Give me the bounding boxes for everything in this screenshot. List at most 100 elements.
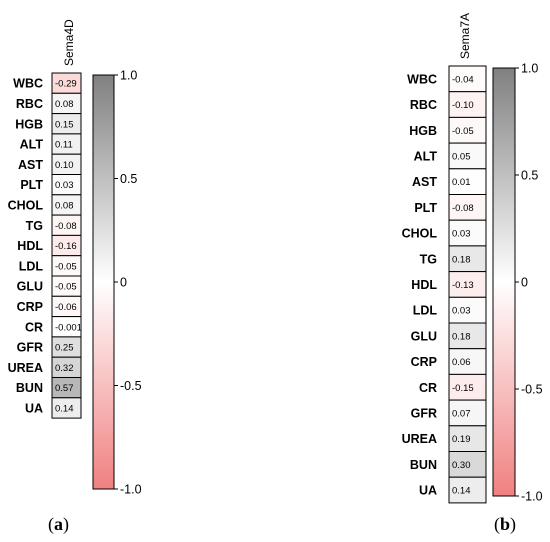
heatmap-cell <box>448 142 487 170</box>
panel-b-heatmap: Sema7A WBC -0.04 RBC -0.10 HGB -0.05 ALT 0.05 AST… <box>402 13 543 535</box>
heatmap-cell <box>448 399 487 427</box>
cell-value-label: -0.15 <box>452 383 474 394</box>
cell-value-label: 0.11 <box>55 140 73 151</box>
column-label: Sema7A <box>458 13 472 59</box>
row-label: UREA <box>402 432 437 446</box>
cell-value-label: 0.15 <box>55 119 74 130</box>
colorbar-tick-label: -1.0 <box>120 483 142 497</box>
row-label: UA <box>419 484 437 498</box>
row-label: BUN <box>410 458 437 472</box>
row-label: UA <box>25 401 43 415</box>
cell-value-label: 0.14 <box>55 403 74 414</box>
row-label: CR <box>419 381 437 395</box>
cell-value-label: -0.10 <box>452 100 474 111</box>
cell-value-label: 0.25 <box>55 343 74 354</box>
column-label: Sema4D <box>62 19 76 66</box>
heatmap-cell <box>448 219 487 247</box>
cell-value-label: -0.05 <box>55 282 77 293</box>
cell-value-label: -0.13 <box>452 280 474 291</box>
cell-value-label: -0.06 <box>55 302 77 313</box>
colorbar-tick-label: -0.5 <box>521 383 543 397</box>
row-label: UREA <box>8 361 43 375</box>
cell-value-label: 0.03 <box>452 229 471 240</box>
cell-value-label: 0.08 <box>55 200 74 211</box>
row-label: PLT <box>20 178 43 192</box>
colorbar-tick-label: 0.5 <box>120 172 137 186</box>
row-label: GLU <box>17 280 43 294</box>
heatmap-cell <box>448 91 487 118</box>
heatmap-cell <box>448 476 487 504</box>
colorbar-tick-label: 0 <box>521 276 528 290</box>
colorbar-tick-label: 1.0 <box>120 69 137 83</box>
colorbar-tick-label: 0.5 <box>521 169 538 183</box>
row-label: HDL <box>411 278 437 292</box>
colorbar-tick-label: -1.0 <box>521 490 543 504</box>
row-label: RBC <box>410 98 437 112</box>
row-label: ALT <box>414 149 438 163</box>
heatmap-cell <box>448 116 487 144</box>
cell-value-label: -0.001 <box>55 322 82 333</box>
heatmap-cell <box>51 397 82 419</box>
cell-value-label: 0.18 <box>452 331 471 342</box>
heatmap-cell <box>448 425 487 452</box>
cell-value-label: 0.08 <box>55 99 74 110</box>
row-label: TG <box>420 252 437 266</box>
row-label: HGB <box>15 117 43 131</box>
cell-value-label: 0.03 <box>452 306 471 317</box>
heatmap-cell <box>448 168 487 196</box>
cell-value-label: 0.01 <box>452 177 471 188</box>
row-label: TG <box>26 219 43 233</box>
cell-value-label: 0.05 <box>452 151 471 162</box>
heatmap-cell <box>448 194 487 221</box>
colorbar-tick-label: 1.0 <box>521 62 538 76</box>
panel-label: (b) <box>494 514 516 535</box>
row-label: GFR <box>411 406 437 420</box>
row-label: LDL <box>19 259 44 273</box>
row-label: CHOL <box>402 227 438 241</box>
panel-a-heatmap: Sema4D WBC -0.29 RBC 0.08 HGB 0.15 ALT 0.11 AST 0.… <box>8 19 142 535</box>
row-label: WBC <box>13 77 43 91</box>
colorbar <box>492 67 516 497</box>
row-label: CRP <box>17 300 43 314</box>
colorbar <box>92 74 115 490</box>
row-label: WBC <box>407 72 437 86</box>
row-label: PLT <box>414 201 437 215</box>
cell-value-label: -0.04 <box>452 74 474 85</box>
heatmap-cell <box>448 296 487 324</box>
row-label: HGB <box>409 124 437 138</box>
row-label: CRP <box>411 355 437 369</box>
row-label: CR <box>25 320 43 334</box>
row-label: ALT <box>20 138 44 152</box>
cell-value-label: -0.08 <box>55 221 77 232</box>
cell-value-label: 0.57 <box>55 383 74 394</box>
cell-value-label: -0.16 <box>55 241 77 252</box>
cell-value-label: -0.05 <box>55 261 77 272</box>
row-label: CHOL <box>8 198 44 212</box>
row-label: AST <box>412 175 437 189</box>
cell-value-label: 0.07 <box>452 408 471 419</box>
panel-label: (a) <box>48 514 69 535</box>
cell-value-label: 0.19 <box>452 434 471 445</box>
row-label: GFR <box>17 341 43 355</box>
cell-value-label: 0.14 <box>452 486 471 497</box>
cell-value-label: 0.30 <box>452 460 471 471</box>
cell-value-label: 0.03 <box>55 180 74 191</box>
cell-value-label: 0.06 <box>452 357 471 368</box>
row-label: BUN <box>16 381 43 395</box>
cell-value-label: -0.05 <box>452 126 474 137</box>
cell-value-label: -0.08 <box>452 203 474 214</box>
heatmap-cell <box>448 322 487 350</box>
heatmap-cell <box>448 348 487 375</box>
colorbar-tick-label: 0 <box>120 276 127 290</box>
cell-value-label: 0.18 <box>452 254 471 265</box>
row-label: AST <box>18 158 43 172</box>
row-label: LDL <box>413 304 438 318</box>
heatmap-cell <box>448 373 487 401</box>
row-label: RBC <box>16 97 43 111</box>
cell-value-label: -0.29 <box>55 79 77 90</box>
cell-value-label: 0.10 <box>55 160 74 171</box>
cell-value-label: 0.32 <box>55 363 74 374</box>
row-label: GLU <box>411 329 437 343</box>
heatmap-cell <box>448 451 487 478</box>
